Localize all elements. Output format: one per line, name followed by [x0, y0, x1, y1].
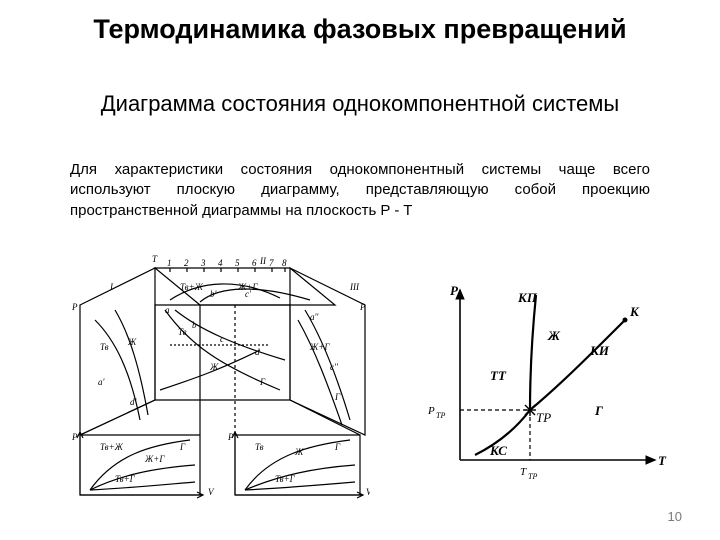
svg-text:a: a: [165, 305, 170, 315]
svg-text:4: 4: [218, 258, 223, 268]
figure-3d-projection: I II III 1 2 3 4 5 6 78 Тв Ж Тв+Ж Ж+Г Ж Г Т…: [60, 250, 370, 500]
svg-text:d': d': [130, 397, 138, 407]
svg-text:P: P: [227, 432, 234, 442]
curve-label-melting: КП: [517, 290, 538, 305]
slide-title: Термодинамика фазовых превращений: [0, 14, 720, 45]
svg-text:Тв: Тв: [178, 327, 187, 337]
curve-label-boiling: КИ: [589, 343, 610, 358]
svg-text:Г: Г: [334, 392, 341, 402]
svg-text:3: 3: [200, 258, 206, 268]
svg-text:1: 1: [167, 258, 172, 268]
svg-text:Тв+Ж: Тв+Ж: [100, 442, 124, 452]
svg-text:d: d: [255, 347, 260, 357]
svg-text:Г: Г: [179, 442, 186, 452]
svg-text:a'': a'': [310, 312, 319, 322]
slide-subtitle: Диаграмма состояния однокомпонентной сис…: [0, 90, 720, 118]
svg-text:5: 5: [235, 258, 240, 268]
axis-y-label: P: [450, 283, 459, 298]
svg-text:Г: Г: [259, 377, 266, 387]
svg-text:6: 6: [252, 258, 257, 268]
svg-text:7: 7: [269, 258, 274, 268]
svg-text:T: T: [520, 466, 527, 478]
svg-text:Тв+Ж: Тв+Ж: [180, 282, 204, 292]
svg-text:V: V: [208, 487, 215, 497]
svg-text:Ж: Ж: [127, 337, 137, 347]
face-label-II: II: [259, 256, 267, 266]
svg-text:Тв+Г: Тв+Г: [275, 474, 296, 484]
svg-text:c: c: [220, 334, 224, 344]
svg-text:Тв: Тв: [255, 442, 264, 452]
svg-text:T: T: [152, 254, 158, 264]
region-gas: Г: [594, 403, 603, 418]
svg-text:V: V: [366, 487, 370, 497]
figures-row: I II III 1 2 3 4 5 6 78 Тв Ж Тв+Ж Ж+Г Ж Г Т…: [40, 250, 680, 510]
svg-text:Ж+Г: Ж+Г: [309, 342, 330, 352]
page-number: 10: [668, 509, 682, 524]
svg-text:Ж: Ж: [209, 362, 219, 372]
axis-x-label: T: [658, 453, 667, 468]
svg-text:P: P: [71, 302, 78, 312]
svg-text:P: P: [427, 405, 435, 417]
figure-pt-diagram: P T КП КИ КС К ТТ Ж Г ТР PТР: [420, 280, 670, 490]
svg-text:b': b': [210, 289, 218, 299]
curve-label-sublimation: КС: [489, 443, 507, 458]
svg-text:Тв: Тв: [100, 342, 109, 352]
face-label-III: III: [349, 282, 360, 292]
slide: Термодинамика фазовых превращений Диагра…: [0, 0, 720, 540]
body-text: Для характеристики состояния однокомпоне…: [70, 160, 650, 221]
svg-text:P: P: [359, 302, 366, 312]
region-liquid: Ж: [547, 328, 561, 343]
svg-text:8: 8: [282, 258, 287, 268]
svg-text:b: b: [192, 320, 197, 330]
svg-text:Ж: Ж: [294, 447, 304, 457]
svg-text:Ж+Г: Ж+Г: [144, 454, 165, 464]
svg-text:a': a': [98, 377, 106, 387]
critical-point-label: К: [629, 304, 640, 319]
svg-text:Тв+Г: Тв+Г: [115, 474, 136, 484]
svg-text:Г: Г: [334, 442, 341, 452]
triple-point-label: ТР: [536, 410, 551, 425]
svg-text:c'': c'': [330, 362, 339, 372]
region-solid: ТТ: [490, 368, 507, 383]
svg-text:ТР: ТР: [436, 411, 445, 420]
svg-text:P: P: [71, 432, 78, 442]
face-label-I: I: [109, 282, 114, 292]
svg-text:2: 2: [184, 258, 189, 268]
svg-text:ТР: ТР: [528, 472, 537, 481]
